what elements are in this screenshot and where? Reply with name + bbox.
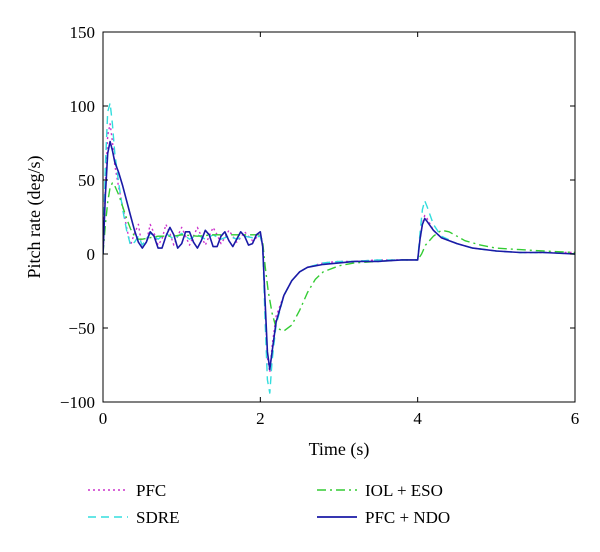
legend-label: PFC — [136, 481, 166, 500]
legend-label: PFC + NDO — [365, 508, 450, 527]
x-tick-label: 6 — [571, 409, 580, 428]
y-tick-label: −100 — [60, 393, 95, 412]
y-tick-label: 0 — [87, 245, 96, 264]
legend-label: SDRE — [136, 508, 179, 527]
legend: PFC SDRE IOL + ESO PFC + NDO — [88, 481, 450, 527]
y-tick-label: 50 — [78, 171, 95, 190]
y-tick-label: 150 — [70, 23, 96, 42]
x-tick-label: 0 — [99, 409, 108, 428]
y-tick-label: −50 — [68, 319, 95, 338]
ticks-layer: 0 2 4 6 −100 −50 0 50 100 150 — [60, 23, 579, 428]
legend-label: IOL + ESO — [365, 481, 443, 500]
legend-item-sdre: SDRE — [88, 508, 179, 527]
y-axis-label: Pitch rate (deg/s) — [24, 156, 45, 279]
y-tick-label: 100 — [70, 97, 96, 116]
legend-item-pfc: PFC — [88, 481, 166, 500]
plot-frame — [102, 31, 576, 403]
series-line-pfc — [103, 123, 575, 374]
x-axis-label: Time (s) — [309, 439, 370, 460]
legend-item-pfc-ndo: PFC + NDO — [317, 508, 450, 527]
series-line-iol-eso — [103, 182, 575, 332]
series-layer — [103, 102, 575, 394]
series-line-pfc-ndo — [103, 140, 575, 371]
x-tick-label: 2 — [256, 409, 265, 428]
legend-item-iol-eso: IOL + ESO — [317, 481, 443, 500]
x-tick-label: 4 — [413, 409, 422, 428]
